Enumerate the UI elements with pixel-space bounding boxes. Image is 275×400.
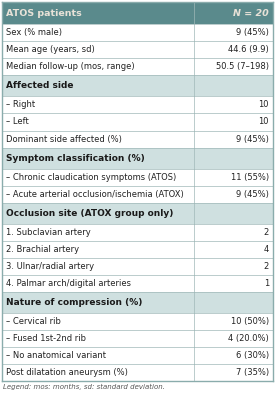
Bar <box>2 76 273 96</box>
Text: Affected side: Affected side <box>6 82 73 90</box>
Bar <box>2 347 273 364</box>
Text: – No anatomical variant: – No anatomical variant <box>6 351 106 360</box>
Text: 1. Subclavian artery: 1. Subclavian artery <box>6 228 91 237</box>
Text: 2: 2 <box>264 262 269 271</box>
Text: 1: 1 <box>264 279 269 288</box>
Text: 2. Brachial artery: 2. Brachial artery <box>6 245 79 254</box>
Text: Symptom classification (%): Symptom classification (%) <box>6 154 145 162</box>
Text: 2: 2 <box>264 228 269 237</box>
Bar <box>2 24 273 41</box>
Bar <box>2 114 273 130</box>
Text: 4. Palmar arch/digital arteries: 4. Palmar arch/digital arteries <box>6 279 131 288</box>
Bar <box>2 292 273 313</box>
Text: Sex (% male): Sex (% male) <box>6 28 62 37</box>
Bar <box>2 2 273 24</box>
Text: – Fused 1st-2nd rib: – Fused 1st-2nd rib <box>6 334 86 343</box>
Text: 10: 10 <box>258 118 269 126</box>
Text: 4: 4 <box>264 245 269 254</box>
Text: 9 (45%): 9 (45%) <box>236 28 269 37</box>
Text: 9 (45%): 9 (45%) <box>236 190 269 198</box>
Text: 6 (30%): 6 (30%) <box>236 351 269 360</box>
Bar <box>2 203 273 224</box>
Text: 4 (20.0%): 4 (20.0%) <box>228 334 269 343</box>
Bar <box>2 330 273 347</box>
Text: Median follow-up (mos, range): Median follow-up (mos, range) <box>6 62 135 72</box>
Text: Mean age (years, sd): Mean age (years, sd) <box>6 45 95 54</box>
Text: 9 (45%): 9 (45%) <box>236 134 269 144</box>
Text: Dominant side affected (%): Dominant side affected (%) <box>6 134 122 144</box>
Bar <box>2 364 273 381</box>
Bar <box>2 96 273 114</box>
Text: ATOS patients: ATOS patients <box>6 9 82 18</box>
Text: N = 20: N = 20 <box>233 9 269 18</box>
Bar <box>2 186 273 203</box>
Text: 3. Ulnar/radial artery: 3. Ulnar/radial artery <box>6 262 94 271</box>
Bar <box>2 168 273 186</box>
Bar <box>2 275 273 292</box>
Text: – Right: – Right <box>6 100 35 110</box>
Bar <box>2 41 273 58</box>
Bar <box>2 313 273 330</box>
Text: 10: 10 <box>258 100 269 110</box>
Text: – Left: – Left <box>6 118 29 126</box>
Text: Occlusion site (ATOX group only): Occlusion site (ATOX group only) <box>6 209 173 218</box>
Text: 44.6 (9.9): 44.6 (9.9) <box>228 45 269 54</box>
Text: Post dilatation aneurysm (%): Post dilatation aneurysm (%) <box>6 368 128 377</box>
Bar <box>2 130 273 148</box>
Text: 50.5 (7–198): 50.5 (7–198) <box>216 62 269 72</box>
Text: – Cervical rib: – Cervical rib <box>6 317 61 326</box>
Bar <box>2 258 273 275</box>
Bar <box>2 224 273 241</box>
Text: – Chronic claudication symptoms (ATOS): – Chronic claudication symptoms (ATOS) <box>6 172 176 182</box>
Text: Legend: mos: months, sd: standard deviation.: Legend: mos: months, sd: standard deviat… <box>3 384 165 390</box>
Text: – Acute arterial occlusion/ischemia (ATOX): – Acute arterial occlusion/ischemia (ATO… <box>6 190 184 198</box>
Text: 10 (50%): 10 (50%) <box>231 317 269 326</box>
Text: Nature of compression (%): Nature of compression (%) <box>6 298 142 307</box>
Text: 11 (55%): 11 (55%) <box>231 172 269 182</box>
Bar <box>2 241 273 258</box>
Bar <box>2 148 273 168</box>
Bar <box>2 58 273 76</box>
Text: 7 (35%): 7 (35%) <box>236 368 269 377</box>
